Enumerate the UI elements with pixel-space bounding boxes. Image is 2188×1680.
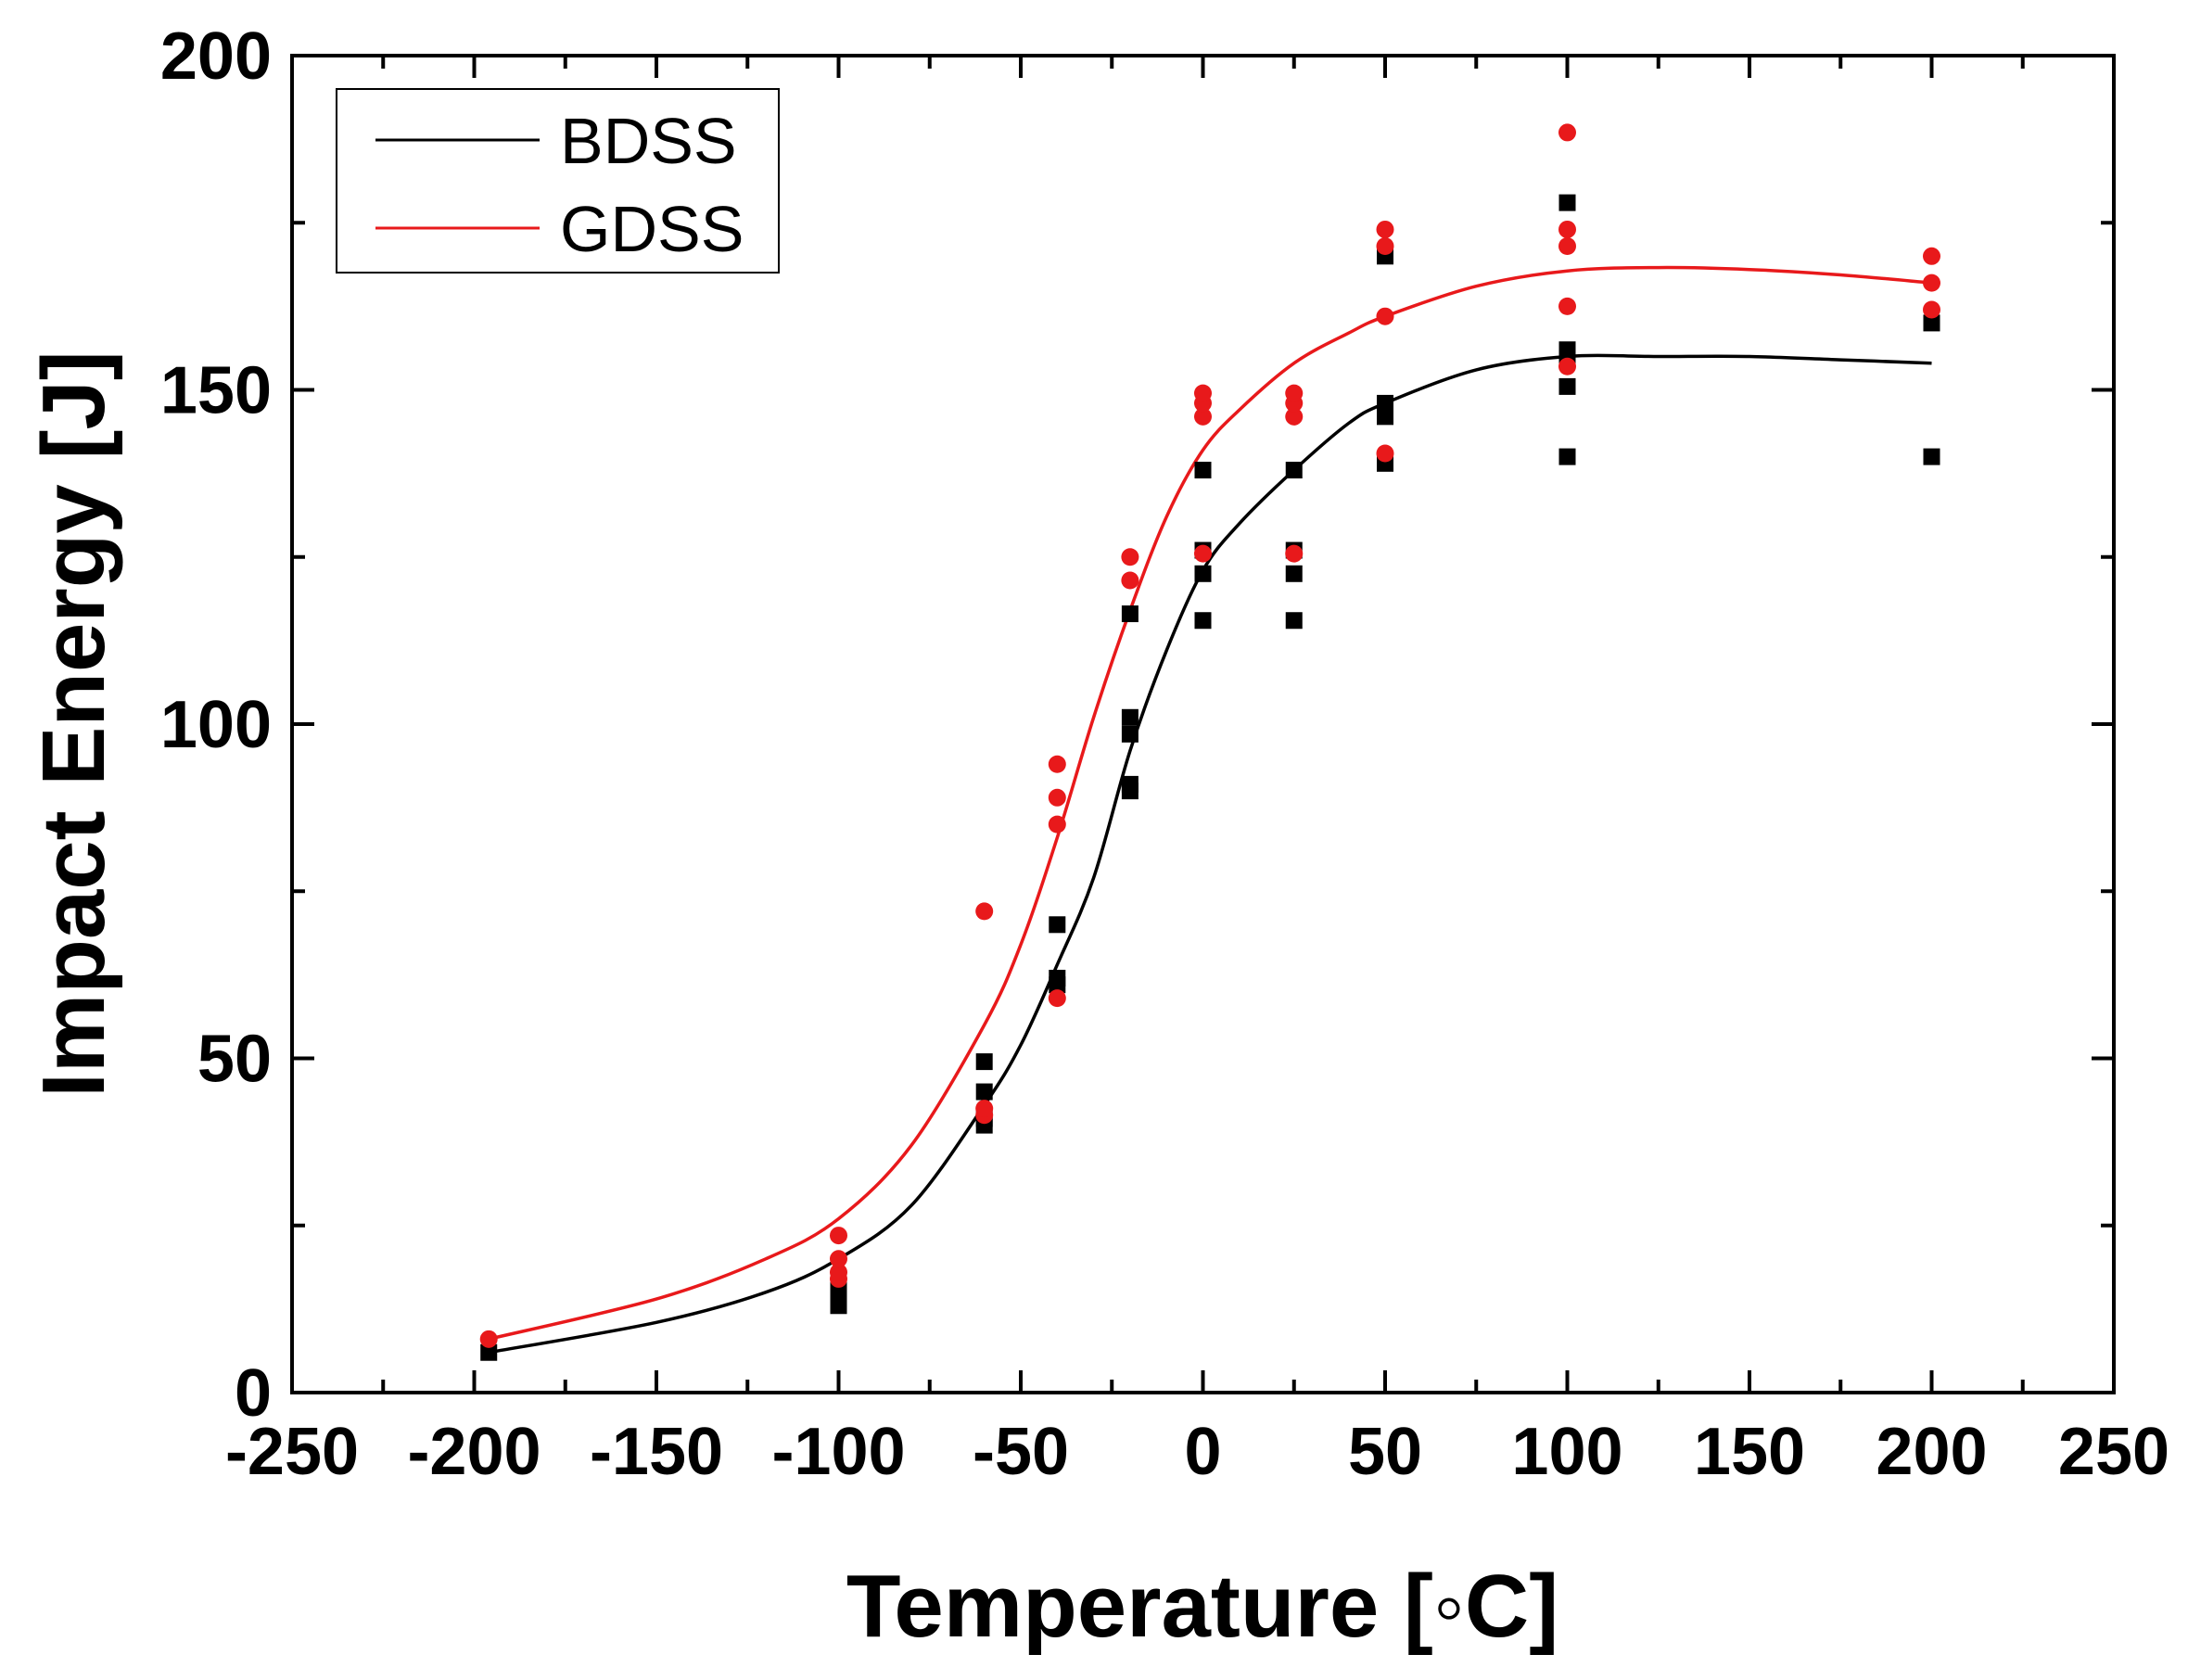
- data-point-gdss: [830, 1227, 847, 1245]
- data-point-gdss: [1376, 220, 1394, 238]
- data-point-gdss: [1923, 274, 1940, 292]
- data-point-bdss: [1049, 916, 1066, 934]
- fit-curve-gdss: [488, 265, 1932, 1342]
- y-tick-label: 150: [160, 354, 272, 428]
- data-point-gdss: [1048, 989, 1066, 1008]
- legend: BDSS GDSS: [336, 88, 780, 274]
- legend-label-gdss: GDSS: [560, 193, 744, 265]
- data-point-bdss: [1121, 725, 1139, 743]
- data-point-bdss: [480, 1343, 498, 1361]
- fit-curve-bdss: [488, 353, 1932, 1355]
- data-point-bdss: [975, 1083, 993, 1101]
- data-point-bdss: [1049, 969, 1066, 986]
- data-point-gdss: [1194, 544, 1212, 563]
- data-point-gdss: [1376, 307, 1394, 325]
- data-point-gdss: [1558, 297, 1576, 315]
- data-point-gdss: [1376, 236, 1394, 255]
- data-point-gdss: [1121, 571, 1139, 590]
- data-point-bdss: [1558, 194, 1576, 211]
- data-point-gdss: [479, 1330, 498, 1348]
- data-point-bdss: [1194, 462, 1212, 479]
- x-tick-label: -100: [771, 1415, 905, 1489]
- plot-area-frame: [290, 54, 2116, 1394]
- data-point-gdss: [1558, 357, 1576, 375]
- x-tick-label: -150: [590, 1415, 723, 1489]
- data-point-bdss: [1285, 612, 1303, 630]
- data-point-gdss: [1121, 548, 1139, 566]
- data-point-bdss: [1923, 448, 1940, 465]
- data-point-bdss: [1285, 462, 1303, 479]
- data-point-bdss: [1194, 565, 1212, 582]
- data-point-gdss: [1558, 123, 1576, 142]
- data-point-bdss: [1121, 605, 1139, 623]
- y-tick-label: 0: [235, 1356, 272, 1431]
- data-point-gdss: [1048, 755, 1066, 773]
- x-tick-label: -250: [225, 1415, 359, 1489]
- data-point-bdss: [1121, 775, 1139, 793]
- data-point-bdss: [1377, 394, 1393, 412]
- data-point-gdss: [1194, 384, 1212, 402]
- data-point-gdss: [830, 1263, 847, 1281]
- data-point-gdss: [975, 902, 994, 921]
- data-point-bdss: [1558, 341, 1576, 359]
- data-points: [479, 123, 1940, 1361]
- x-tick-label: 250: [2058, 1415, 2169, 1489]
- y-tick-labels: 0 50 100 150 200: [160, 19, 272, 1431]
- data-point-gdss: [1285, 384, 1304, 402]
- data-point-gdss: [1923, 247, 1940, 265]
- x-tick-labels: -250 -200 -150 -100 -50 0 50 100 150 200 250: [225, 1415, 2169, 1489]
- data-point-gdss: [1285, 544, 1304, 563]
- tick-marks: [290, 54, 2116, 1394]
- x-tick-label: -50: [973, 1415, 1069, 1489]
- data-point-gdss: [975, 1100, 994, 1118]
- data-point-gdss: [1048, 815, 1066, 834]
- x-tick-label: 150: [1694, 1415, 1805, 1489]
- y-tick-label: 100: [160, 688, 272, 762]
- data-point-gdss: [1048, 788, 1066, 807]
- data-point-bdss: [1194, 612, 1212, 630]
- y-tick-label: 50: [197, 1023, 272, 1097]
- x-axis-title: Temperature [◦C]: [846, 1557, 1558, 1656]
- data-point-bdss: [975, 1053, 993, 1071]
- legend-label-bdss: BDSS: [560, 105, 737, 177]
- legend-box: [336, 88, 780, 274]
- data-point-gdss: [1285, 407, 1304, 426]
- data-point-gdss: [1558, 236, 1576, 255]
- x-tick-label: 200: [1876, 1415, 1987, 1489]
- data-point-gdss: [1376, 444, 1394, 463]
- y-tick-label: 200: [160, 19, 272, 94]
- fit-curves: [488, 265, 1932, 1355]
- y-axis-title: Impact Energy [J]: [24, 350, 123, 1098]
- x-tick-label: -200: [407, 1415, 541, 1489]
- x-tick-label: 50: [1348, 1415, 1422, 1489]
- data-point-gdss: [1558, 220, 1576, 238]
- x-tick-label: 100: [1511, 1415, 1622, 1489]
- data-point-gdss: [830, 1250, 847, 1268]
- data-point-bdss: [1923, 314, 1940, 332]
- data-point-bdss: [1285, 565, 1303, 582]
- x-tick-label: 0: [1184, 1415, 1221, 1489]
- data-point-bdss: [1121, 708, 1139, 726]
- data-point-bdss: [1558, 377, 1576, 395]
- data-point-bdss: [1558, 448, 1576, 465]
- data-point-gdss: [1923, 300, 1940, 319]
- data-point-gdss: [1194, 407, 1212, 426]
